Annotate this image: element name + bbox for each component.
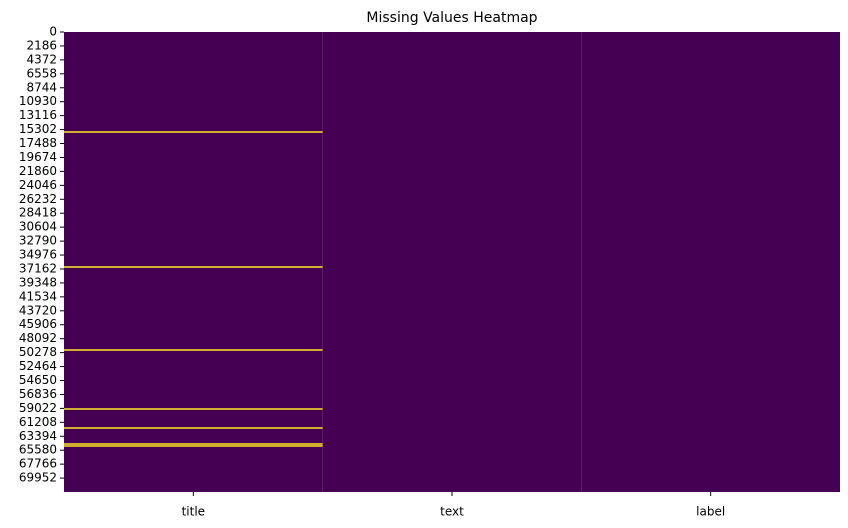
x-tick-label: text <box>440 505 464 519</box>
y-tick-label: 28418 <box>19 206 57 220</box>
y-tick-label: 63394 <box>19 429 57 443</box>
y-tick-label: 21860 <box>19 164 57 178</box>
missing-cell <box>64 131 323 133</box>
y-tick-label: 69952 <box>19 471 57 485</box>
chart-title: Missing Values Heatmap <box>366 10 537 26</box>
y-tick-label: 37162 <box>19 261 57 275</box>
y-tick-label: 65580 <box>19 443 57 457</box>
missing-cell <box>64 445 323 447</box>
y-tick-label: 30604 <box>19 220 57 234</box>
y-tick-label: 52464 <box>19 359 57 373</box>
y-tick-label: 67766 <box>19 457 57 471</box>
y-tick-label: 56836 <box>19 387 57 401</box>
missing-cell <box>64 427 323 429</box>
y-tick-label: 39348 <box>19 275 57 289</box>
y-tick-label: 15302 <box>19 122 57 136</box>
y-tick-label: 43720 <box>19 303 57 317</box>
heatmap-column <box>64 32 323 492</box>
y-tick-label: 4372 <box>26 52 57 66</box>
y-tick-label: 13116 <box>19 108 57 122</box>
y-tick-label: 34976 <box>19 248 57 262</box>
y-tick-label: 10930 <box>19 94 57 108</box>
missing-cell <box>64 408 323 410</box>
y-tick-label: 8744 <box>26 80 57 94</box>
missing-cell <box>64 443 323 445</box>
y-tick-label: 50278 <box>19 345 57 359</box>
y-tick-label: 48092 <box>19 331 57 345</box>
y-tick-label: 54650 <box>19 373 57 387</box>
y-tick-label: 6558 <box>26 66 57 80</box>
heatmap-column <box>581 32 840 492</box>
missing-cell <box>64 349 323 351</box>
y-tick-label: 19674 <box>19 150 57 164</box>
x-tick-label: title <box>182 505 205 519</box>
heatmap-column <box>322 32 582 492</box>
x-tick-label: label <box>696 505 725 519</box>
y-tick-label: 45906 <box>19 317 57 331</box>
y-tick-label: 24046 <box>19 178 57 192</box>
y-tick-label: 59022 <box>19 401 57 415</box>
y-tick-label: 61208 <box>19 415 57 429</box>
y-tick-label: 32790 <box>19 234 57 248</box>
y-tick-label: 0 <box>49 25 57 39</box>
y-tick-label: 41534 <box>19 289 57 303</box>
y-tick-label: 2186 <box>26 38 57 52</box>
missing-cell <box>64 266 323 268</box>
y-tick-label: 17488 <box>19 136 57 150</box>
y-tick-label: 26232 <box>19 192 57 206</box>
